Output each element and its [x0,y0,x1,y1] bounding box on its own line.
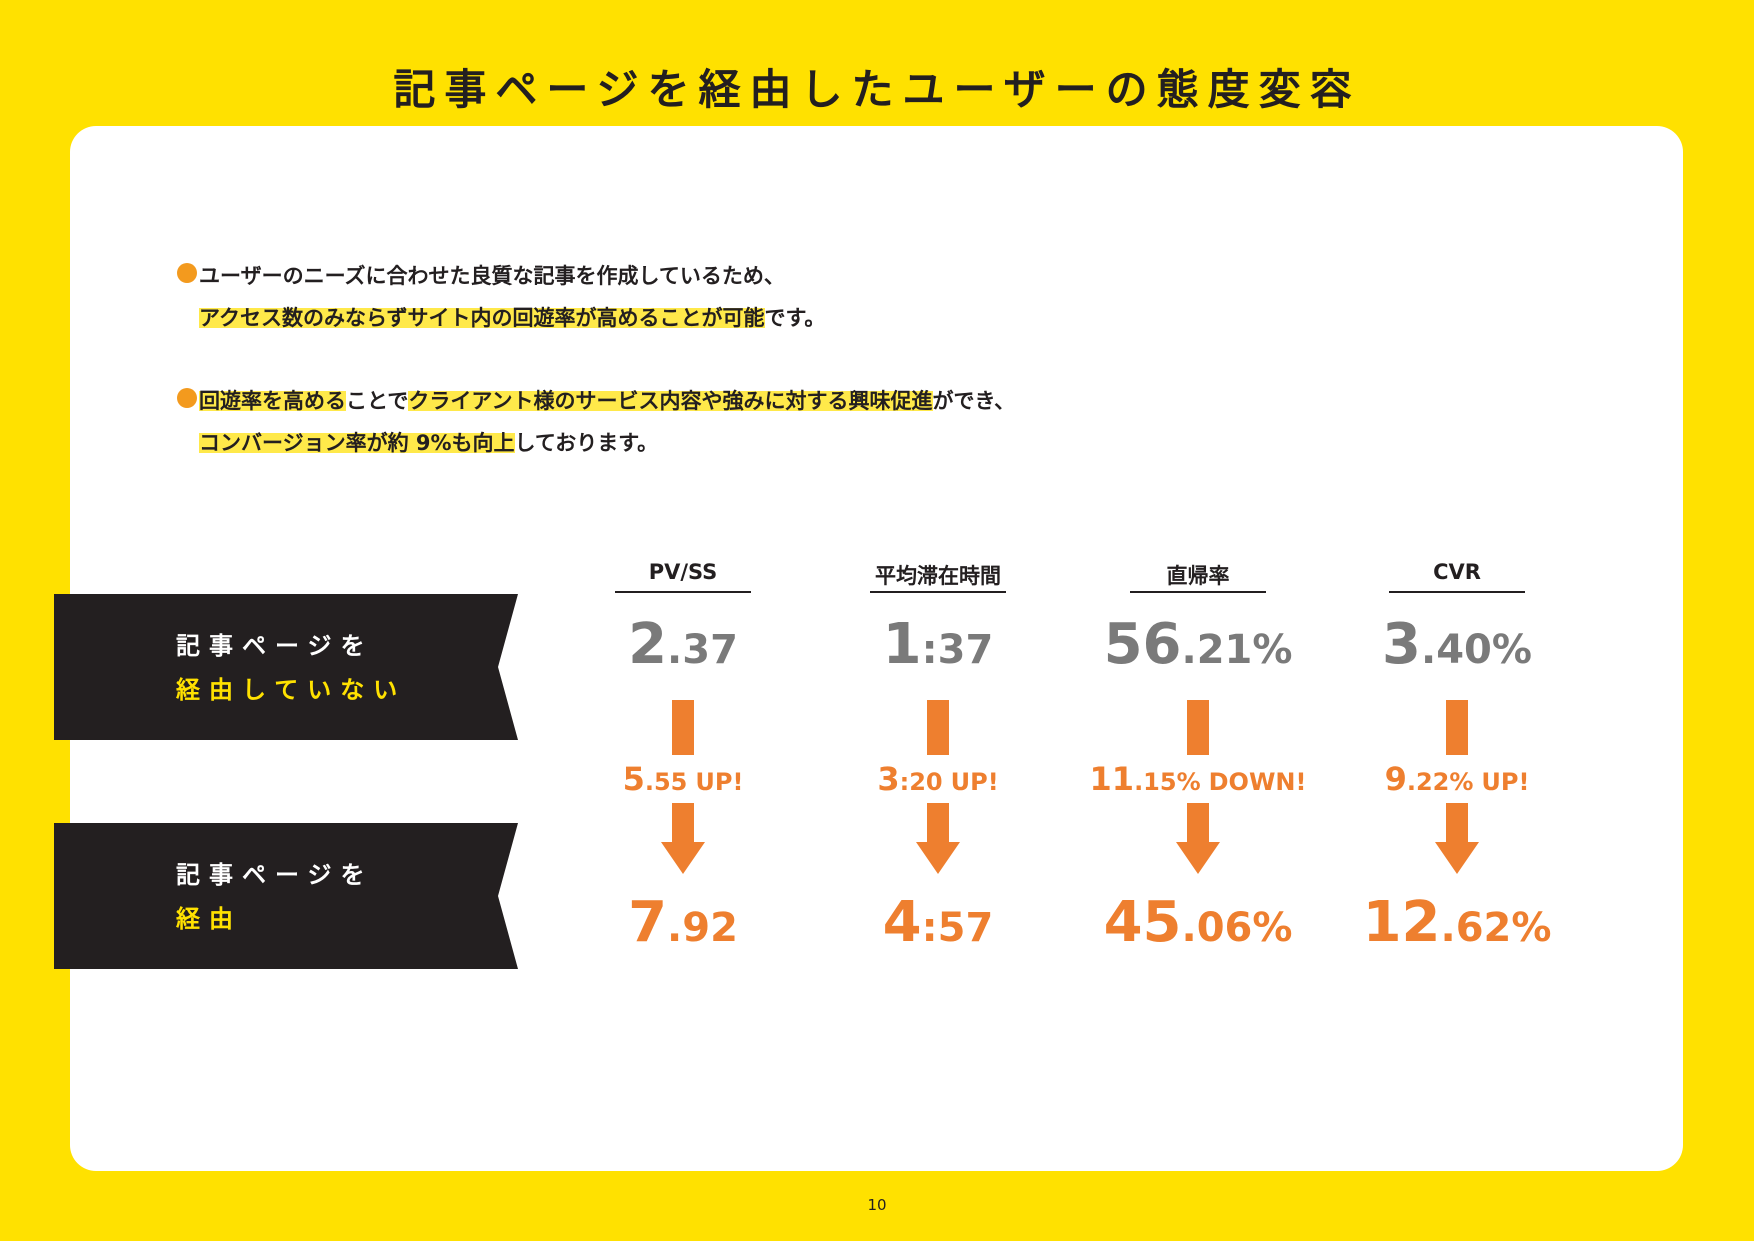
row-label: 経由 [176,905,242,933]
value-main: 45 [1103,890,1182,955]
value-main: 3 [877,760,900,798]
arrow-head [1435,842,1479,874]
page-number: 10 [867,1196,887,1214]
value-main: 4 [882,890,922,955]
highlighted-text: コンバージョン率が約 9%も向上 [199,431,515,455]
value-sub: :20 [899,768,943,796]
value-sub: .62% [1440,905,1552,951]
after-value: 45.06% [1058,890,1338,955]
arrow-shaft [1446,803,1468,843]
value-sub: .55 [644,768,688,796]
value-sub: :37 [921,627,994,673]
change-value: 11.15% DOWN! [1058,760,1338,798]
slide-title: 記事ページを経由したユーザーの態度変容 [393,65,1361,114]
text: です。 [764,306,826,330]
highlighted-text: アクセス数のみならずサイト内の回遊率が高めることが可能 [199,306,765,330]
value-main: 1 [882,612,922,677]
after-value: 4:57 [798,890,1078,955]
arrow-head [661,842,705,874]
value-sub: :57 [921,905,994,951]
arrow-head [1176,842,1220,874]
value-sub: .15% [1134,768,1201,796]
arrow-shaft [1446,700,1468,755]
change-value: 3:20 UP! [798,760,1078,798]
arrow-head [916,842,960,874]
text: しております。 [514,431,659,455]
arrow-shaft [1187,700,1209,755]
value-main: 7 [628,890,668,955]
value-main: 12 [1362,890,1441,955]
value-sub: .22% [1406,768,1474,796]
bullet-line: アクセス数のみならずサイト内の回遊率が高めることが可能です。 [199,302,825,332]
change-label: DOWN! [1208,768,1307,796]
text: ができ、 [932,389,1016,413]
before-value: 56.21% [1058,612,1338,677]
arrow-shaft [1187,803,1209,843]
value-sub: .37 [667,627,738,673]
bullet-dot [177,388,197,408]
bullet-line: ユーザーのニーズに合わせた良質な記事を作成しているため、 [199,260,785,290]
row-label: 経由していない [176,676,407,704]
bullet-line: 回遊率を高めることでクライアント様のサービス内容や強みに対する興味促進ができ、 [199,385,1015,415]
value-main: 5 [622,760,645,798]
change-label: UP! [695,768,744,796]
arrow-shaft [672,803,694,843]
change-value: 5.55 UP! [543,760,823,798]
value-main: 9 [1384,760,1407,798]
change-value: 9.22% UP! [1317,760,1597,798]
value-main: 11 [1089,760,1135,798]
value-main: 3 [1382,612,1422,677]
bullet-dot [177,263,197,283]
before-value: 2.37 [543,612,823,677]
change-label: UP! [950,768,999,796]
highlighted-text: クライアント様のサービス内容や強みに対する興味促進 [408,389,933,413]
text: ユーザーのニーズに合わせた良質な記事を作成しているため、 [199,264,785,288]
row-label: 記事ページを [176,861,374,889]
row-ribbon [54,594,518,740]
column-header: 直帰率 [1166,564,1230,588]
arrow-shaft [927,700,949,755]
before-value: 3.40% [1317,612,1597,677]
value-sub: .40% [1421,627,1532,673]
after-value: 12.62% [1317,890,1597,955]
bullet-line: コンバージョン率が約 9%も向上しております。 [199,427,658,457]
arrow-shaft [927,803,949,843]
column-header: 平均滞在時間 [875,564,1001,588]
arrow-shaft [672,700,694,755]
column-header: PV/SS [648,560,718,584]
change-label: UP! [1481,768,1530,796]
after-value: 7.92 [543,890,823,955]
row-label: 記事ページを [176,632,374,660]
value-sub: .06% [1181,905,1293,951]
value-main: 56 [1103,612,1182,677]
before-value: 1:37 [798,612,1078,677]
value-sub: .21% [1181,627,1293,673]
row-ribbon [54,823,518,969]
text: ことで [346,389,409,413]
highlighted-text: 回遊率を高める [199,389,346,413]
column-header: CVR [1433,560,1481,584]
value-main: 2 [628,612,668,677]
value-sub: .92 [667,905,738,951]
